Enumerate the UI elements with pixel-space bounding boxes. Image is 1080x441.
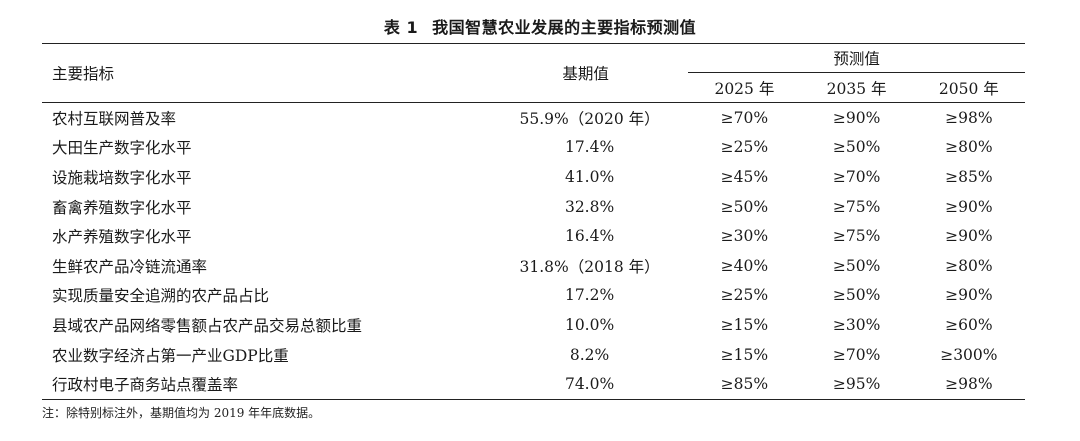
cell-baseline: 41.0% <box>564 167 615 186</box>
cell-baseline: 74.0% <box>564 375 615 394</box>
cell-2025: ≥40% <box>720 256 769 275</box>
cell-2050: ≥80% <box>945 256 993 275</box>
cell-2025: ≥15% <box>720 315 769 334</box>
cell-2035: ≥75% <box>832 227 881 246</box>
cell-2050: ≥85% <box>945 167 993 186</box>
table-note: 注：除特别标注外，基期值均为 2019 年年底数据。 <box>42 406 321 420</box>
table-row: 实现质量安全追溯的农产品占比 17.2% ≥25% ≥50% ≥90% <box>42 281 1025 311</box>
cell-2035: ≥90% <box>832 108 881 127</box>
cell-2050: ≥90% <box>945 227 993 246</box>
cell-2025: ≥50% <box>720 197 769 216</box>
table-row: 大田生产数字化水平 17.4% ≥25% ≥50% ≥80% <box>42 133 1025 163</box>
table-row: 县域农产品网络零售额占农产品交易总额比重 10.0% ≥15% ≥30% ≥60% <box>42 310 1025 340</box>
cell-2050: ≥300% <box>940 345 998 364</box>
cell-baseline: 10.0% <box>564 315 615 334</box>
cell-2050: ≥98% <box>945 108 993 127</box>
cell-2025: ≥15% <box>720 345 769 364</box>
cell-2035: ≥30% <box>832 315 881 334</box>
cell-2050: ≥98% <box>945 375 993 394</box>
cell-2035: ≥70% <box>832 345 881 364</box>
cell-2025: ≥45% <box>720 167 769 186</box>
cell-2035: ≥50% <box>832 138 881 157</box>
table-row: 生鲜农产品冷链流通率 31.8%（2018 年） ≥40% ≥50% ≥80% <box>42 251 1025 281</box>
cell-2035: ≥95% <box>832 375 881 394</box>
cell-indicator: 行政村电子商务站点覆盖率 <box>52 376 239 395</box>
cell-2025: ≥70% <box>720 108 769 127</box>
table-body: 农村互联网普及率 55.9%（2020 年） ≥70% ≥90% ≥98% 大田生产数字化… <box>42 103 1025 400</box>
cell-indicator: 县域农产品网络零售额占农产品交易总额比重 <box>52 316 363 335</box>
cell-indicator: 畜禽养殖数字化水平 <box>52 198 192 217</box>
cell-2025: ≥85% <box>720 375 769 394</box>
cell-2050: ≥60% <box>945 315 993 334</box>
cell-baseline: 17.2% <box>564 286 615 305</box>
table-row: 设施栽培数字化水平 41.0% ≥45% ≥70% ≥85% <box>42 162 1025 192</box>
cell-2025: ≥30% <box>720 227 769 246</box>
cell-baseline: 31.8%（2018 年） <box>519 257 660 276</box>
cell-2050: ≥90% <box>945 286 993 305</box>
header-baseline: 基期值 <box>562 65 609 83</box>
table-row: 水产养殖数字化水平 16.4% ≥30% ≥75% ≥90% <box>42 221 1025 251</box>
cell-indicator: 水产养殖数字化水平 <box>52 228 192 247</box>
cell-2025: ≥25% <box>720 286 769 305</box>
header-year-2035: 2035 年 <box>826 79 887 98</box>
table-title: 表 1 我国智慧农业发展的主要指标预测值 <box>0 14 1080 38</box>
cell-baseline: 32.8% <box>564 197 615 216</box>
header-indicator: 主要指标 <box>52 65 115 83</box>
cell-baseline: 16.4% <box>564 227 615 246</box>
cell-indicator: 农村互联网普及率 <box>52 109 177 128</box>
table-number: 表 1 <box>383 18 419 37</box>
cell-2035: ≥50% <box>832 256 881 275</box>
indicator-table: 主要指标 基期值 预测值 2025 年 2035 年 2050 年 农村互联网普… <box>42 43 1025 400</box>
cell-indicator: 设施栽培数字化水平 <box>52 168 192 187</box>
table-row: 畜禽养殖数字化水平 32.8% ≥50% ≥75% ≥90% <box>42 192 1025 222</box>
table-row: 农业数字经济占第一产业GDP比重 8.2% ≥15% ≥70% ≥300% <box>42 340 1025 370</box>
cell-2035: ≥70% <box>832 167 881 186</box>
cell-2035: ≥75% <box>832 197 881 216</box>
header-year-2050: 2050 年 <box>938 79 999 98</box>
cell-baseline: 17.4% <box>564 138 615 157</box>
cell-2025: ≥25% <box>720 138 769 157</box>
table-row: 农村互联网普及率 55.9%（2020 年） ≥70% ≥90% ≥98% <box>42 103 1025 133</box>
cell-indicator: 生鲜农产品冷链流通率 <box>52 257 208 276</box>
header-year-2025: 2025 年 <box>714 79 775 98</box>
cell-indicator: 农业数字经济占第一产业GDP比重 <box>52 346 289 365</box>
cell-indicator: 大田生产数字化水平 <box>52 139 192 158</box>
cell-baseline: 8.2% <box>569 345 610 364</box>
cell-baseline: 55.9%（2020 年） <box>519 109 660 128</box>
table-title-text: 我国智慧农业发展的主要指标预测值 <box>432 18 697 37</box>
cell-2050: ≥80% <box>945 138 993 157</box>
header-forecast: 预测值 <box>688 43 1025 73</box>
cell-indicator: 实现质量安全追溯的农产品占比 <box>52 287 270 306</box>
table-row: 行政村电子商务站点覆盖率 74.0% ≥85% ≥95% ≥98% <box>42 369 1025 400</box>
cell-2035: ≥50% <box>832 286 881 305</box>
cell-2050: ≥90% <box>945 197 993 216</box>
